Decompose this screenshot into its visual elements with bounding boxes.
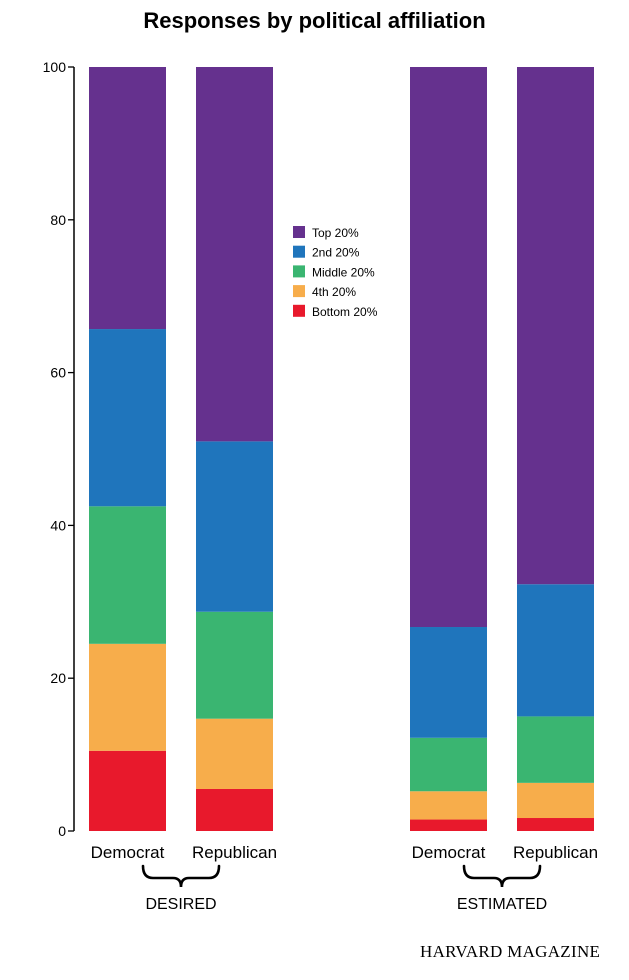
publisher-credit: HARVARD MAGAZINE bbox=[420, 942, 601, 961]
legend-swatch-2nd-20pct bbox=[293, 245, 305, 258]
bar-top-20pct-2 bbox=[410, 67, 487, 628]
y-tick-label-100: 100 bbox=[43, 59, 67, 75]
bar-middle-20pct-0 bbox=[89, 506, 166, 644]
group-brace-estimated bbox=[462, 864, 542, 888]
y-axis: 0 20 40 60 80 100 bbox=[43, 59, 75, 839]
y-tick-label-20: 20 bbox=[50, 670, 66, 686]
bar-bottom-20pct-0 bbox=[89, 750, 166, 831]
group-label-desired: DESIRED bbox=[145, 896, 216, 913]
bar-bottom-20pct-3 bbox=[517, 818, 594, 831]
group-label-estimated: ESTIMATED bbox=[457, 896, 547, 913]
legend-swatch-4th-20pct bbox=[293, 285, 305, 298]
bar-4th-20pct-3 bbox=[517, 782, 594, 819]
bar-bottom-20pct-1 bbox=[196, 788, 273, 831]
y-tick-label-0: 0 bbox=[58, 823, 66, 839]
bar-2nd-20pct-1 bbox=[196, 441, 273, 612]
x-label-democrat-0: Democrat bbox=[91, 843, 165, 862]
x-label-republican-3: Republican bbox=[513, 843, 598, 862]
legend-label-top-20pct: Top 20% bbox=[312, 226, 359, 240]
bar-2nd-20pct-2 bbox=[410, 627, 487, 738]
bar-bottom-20pct-2 bbox=[410, 819, 487, 831]
bar-middle-20pct-1 bbox=[196, 611, 273, 719]
bars-layer bbox=[89, 67, 594, 831]
legend-label-middle-20pct: Middle 20% bbox=[312, 265, 375, 279]
group-labels: DESIRED ESTIMATED bbox=[141, 864, 547, 913]
bar-4th-20pct-0 bbox=[89, 643, 166, 751]
legend-label-2nd-20pct: 2nd 20% bbox=[312, 246, 360, 260]
chart-title: Responses by political affiliation bbox=[143, 8, 486, 33]
bar-top-20pct-1 bbox=[196, 67, 273, 442]
legend-swatch-middle-20pct bbox=[293, 265, 305, 278]
bar-middle-20pct-3 bbox=[517, 716, 594, 783]
bar-4th-20pct-2 bbox=[410, 791, 487, 820]
bar-top-20pct-0 bbox=[89, 67, 166, 330]
stacked-bar-chart: 0 20 40 60 80 100 Democrat Republican Democrat R… bbox=[43, 59, 598, 913]
legend-swatch-top-20pct bbox=[293, 226, 305, 238]
x-labels: Democrat Republican Democrat Republican bbox=[91, 843, 598, 862]
group-brace-desired bbox=[141, 864, 221, 888]
y-tick-label-80: 80 bbox=[50, 212, 66, 228]
bar-4th-20pct-1 bbox=[196, 718, 273, 789]
legend-label-bottom-20pct: Bottom 20% bbox=[312, 305, 378, 319]
bar-top-20pct-3 bbox=[517, 67, 594, 585]
legend: Top 20% 2nd 20% Middle 20% 4th 20% Bottom 20… bbox=[293, 226, 378, 319]
bar-middle-20pct-2 bbox=[410, 737, 487, 792]
x-label-republican-1: Republican bbox=[192, 843, 277, 862]
legend-label-4th-20pct: 4th 20% bbox=[312, 285, 356, 299]
y-tick-label-40: 40 bbox=[50, 517, 66, 533]
bar-2nd-20pct-0 bbox=[89, 329, 166, 507]
x-label-democrat-2: Democrat bbox=[412, 843, 486, 862]
y-tick-label-60: 60 bbox=[50, 365, 66, 381]
bar-2nd-20pct-3 bbox=[517, 584, 594, 717]
legend-swatch-bottom-20pct bbox=[293, 304, 305, 317]
